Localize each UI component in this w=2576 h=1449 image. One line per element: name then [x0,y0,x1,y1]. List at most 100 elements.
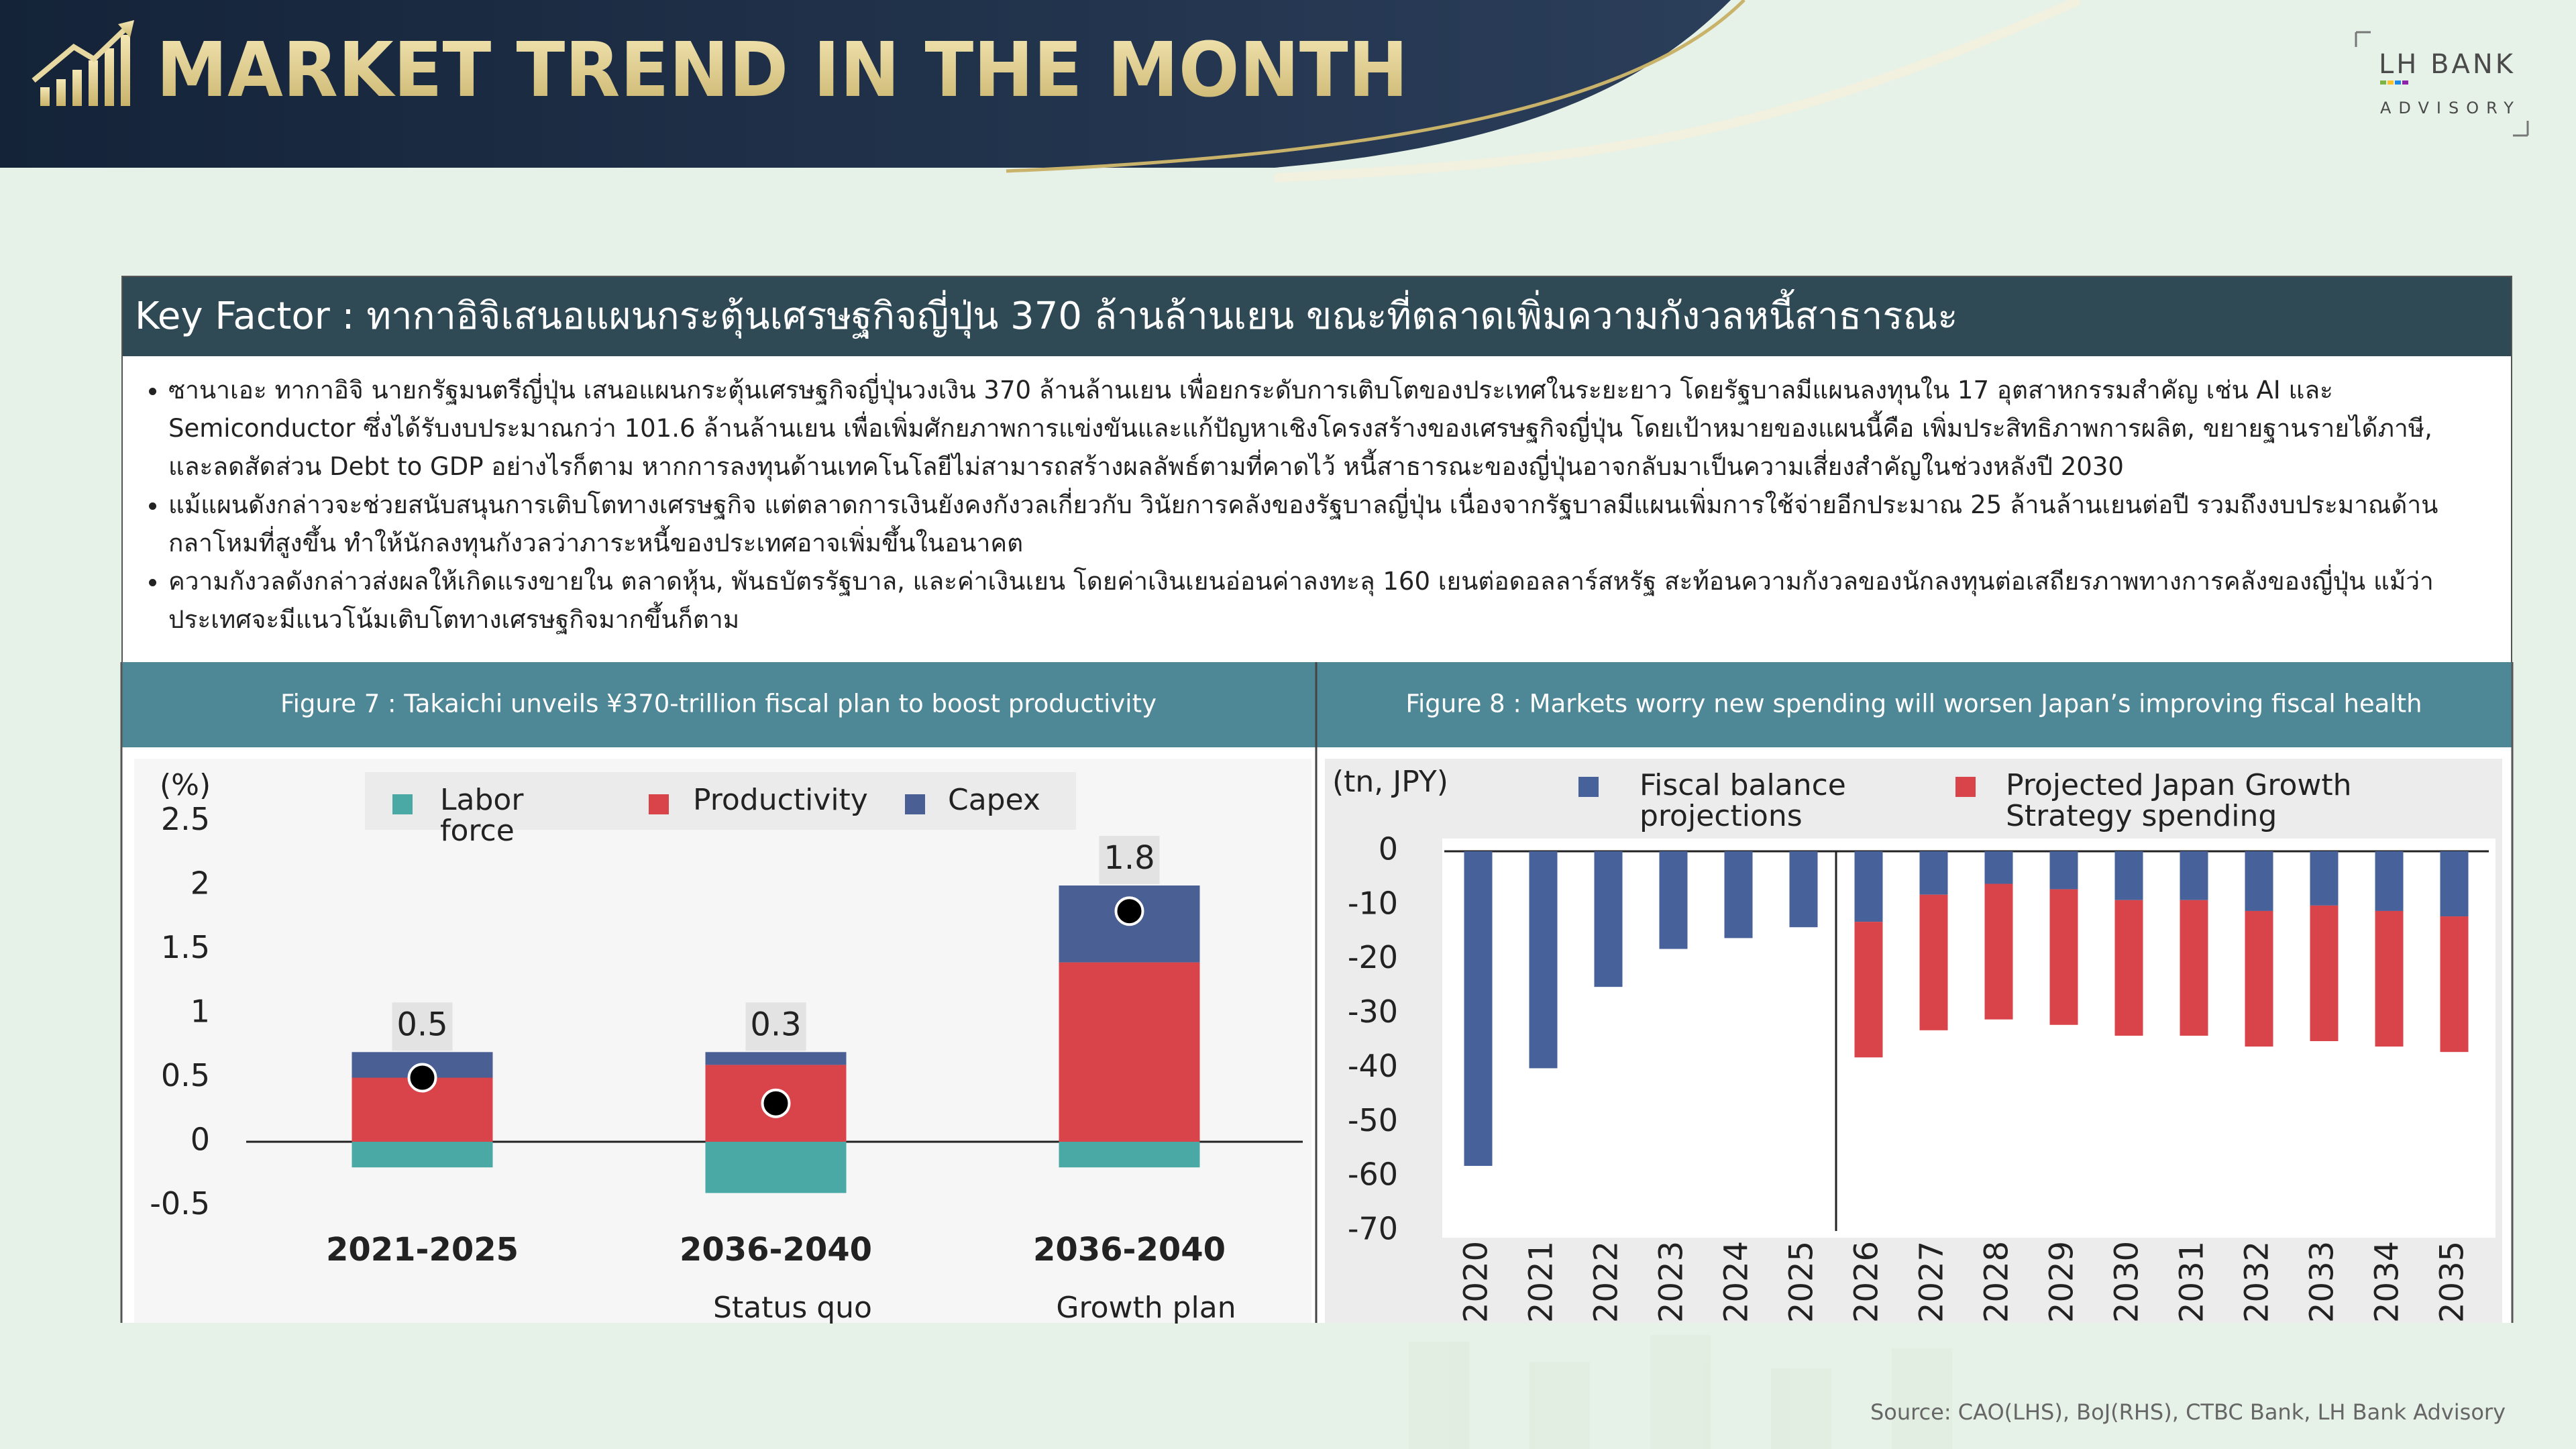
key-factor-title: Key Factor : ทากาอิจิเสนอแผนกระตุ้นเศรษฐ… [123,277,2511,356]
bar-segment [2310,905,2339,1041]
x-tick-label: 2031 [2174,1241,2211,1323]
header-title: MARKET TREND IN THE MONTH [156,27,1408,114]
legend-label: Projected Japan Growth Strategy spending [2006,768,2352,833]
x-tick-label: 2035 [2434,1241,2471,1323]
figure-title-bar [1316,662,2512,747]
x-tick-label: 2032 [2239,1241,2276,1323]
bar-segment [1984,883,2013,1020]
legend-swatch [905,794,925,814]
bar-segment [705,1142,847,1193]
key-factor: Key Factor : ทากาอิจิเสนอแผนกระตุ้นเศรษฐ… [121,276,2512,662]
source-note: Source: CAO(LHS), BoJ(RHS), CTBC Bank, L… [1870,1399,2506,1425]
y-tick-label: 0 [191,1122,210,1158]
decor-bars [1409,1335,1952,1449]
y-tick-label: 1 [191,994,210,1030]
x-tick-label: 2030 [2108,1241,2146,1323]
figure-title: Figure 8 : Markets worry new spending wi… [1405,690,2422,718]
legend-label: Fiscal balance projections [1640,768,1846,833]
bar-segment [1594,851,1623,987]
data-label-box [745,1002,806,1051]
y-tick-label: 2.5 [161,801,210,837]
bar-segment [2440,916,2469,1053]
bar-segment [2245,851,2273,911]
bar-segment [1059,962,1200,1142]
x-tick-label: 2029 [2043,1241,2081,1323]
x-tick-label: 2023 [1653,1241,1690,1323]
bar-segment [2245,910,2273,1047]
bar-segment [2180,900,2208,1036]
bar-segment [2440,851,2469,917]
y-tick-label: 0.5 [161,1057,210,1093]
data-label: 1.8 [1104,839,1155,877]
bar-segment [2180,851,2208,900]
bar-segment [2049,851,2078,890]
bar-segment [2375,910,2404,1047]
header-banner [0,0,1731,168]
bar-segment [2114,851,2143,900]
legend-swatch [649,794,669,814]
header-icon [32,20,134,106]
data-label-box [392,1002,453,1051]
logo-sub: ADVISORY [2380,99,2521,117]
y-axis-label: (tn, JPY) [1332,765,1448,799]
bar-segment [352,1142,493,1168]
legend-swatch [1955,777,1976,797]
bar-segment [1529,851,1558,1069]
bar-segment [1059,1142,1200,1168]
bar-segment [1464,851,1493,1166]
total-dot [407,1063,437,1093]
x-tick-label: 2036-2040 [1033,1231,1226,1269]
bullet: แม้แผนดังกล่าวจะช่วยสนับสนุนการเติบโตทาง… [168,486,2484,562]
x-tick-label: 2027 [1913,1241,1951,1323]
logo-name: LH BANK [2379,49,2516,80]
bullet: ความกังวลดังกล่าวส่งผลให้เกิดแรงขายใน ตล… [168,562,2484,639]
legend-label: Capex [948,783,1040,817]
x-tick-label: 2025 [1783,1241,1821,1323]
legend-label: Labor force [440,783,524,848]
legend-swatch [392,794,413,814]
data-label-box [1099,836,1160,884]
header-swoosh [1006,0,1746,173]
bar-segment [1659,851,1688,949]
bar-segment [1919,894,1948,1030]
logo-stripes [2380,80,2408,85]
bar-segment [1789,851,1818,928]
y-tick-label: -70 [1348,1211,1398,1247]
bar-segment [1854,851,1883,922]
data-label: 0.5 [396,1006,447,1043]
key-factor-bullets: ซานาเอะ ทากาอิจิ นายกรัฐมนตรีญี่ปุ่น เสน… [123,356,2511,645]
bar-segment [1854,922,1883,1058]
total-dot [761,1088,791,1118]
bar-segment [1724,851,1753,938]
y-tick-label: -40 [1348,1048,1398,1084]
bar-segment [1919,851,1948,895]
figure-title-bar [121,662,1316,747]
logo-frame [2355,31,2529,137]
bar-segment [2310,851,2339,906]
x-tick-label: 2026 [1848,1241,1886,1323]
bar-segment [2049,889,2078,1025]
figure-frame [120,662,2514,1323]
header-swoosh [1274,0,2082,182]
y-tick-label: -20 [1348,939,1398,975]
y-tick-label: 2 [191,865,210,902]
y-tick-label: 1.5 [161,929,210,965]
bar-segment [1984,851,2013,884]
legend-label: Productivity [693,783,868,817]
x-tick-sublabel: Status quo [713,1291,872,1325]
x-tick-label: 2024 [1718,1241,1756,1323]
legend-swatch [1578,777,1599,797]
y-tick-label: 0 [1379,831,1398,867]
data-label: 0.3 [750,1006,801,1043]
y-tick-label: -10 [1348,885,1398,921]
x-tick-label: 2034 [2369,1241,2406,1323]
x-tick-label: 2020 [1458,1241,1495,1323]
y-tick-label: -60 [1348,1157,1398,1193]
bar-segment [705,1052,847,1065]
y-tick-label: -30 [1348,994,1398,1030]
total-dot [1114,896,1144,926]
y-tick-label: -0.5 [150,1185,210,1222]
x-tick-label: 2021-2025 [326,1231,519,1269]
y-tick-label: -50 [1348,1102,1398,1138]
